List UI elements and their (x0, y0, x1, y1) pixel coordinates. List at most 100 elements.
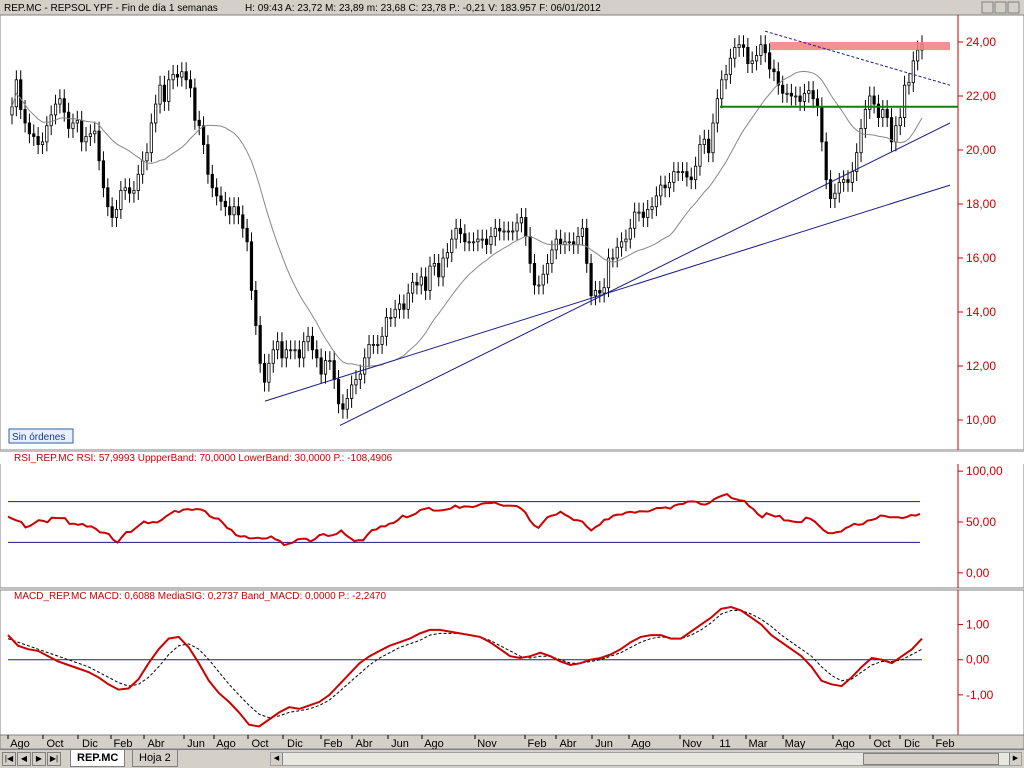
candle-body (750, 60, 754, 65)
candle-body (802, 92, 807, 102)
candle-body (641, 211, 645, 218)
price-tick-label: 20,00 (966, 143, 996, 157)
candle-body (302, 341, 306, 359)
candle-body (328, 360, 332, 363)
candle-body (485, 238, 489, 245)
candle-body (106, 187, 110, 208)
first-sheet-button[interactable]: |◀ (2, 752, 16, 766)
candle-body (506, 230, 510, 233)
candle-body (811, 90, 815, 100)
window-controls[interactable] (981, 1, 1020, 14)
candle-body (611, 257, 615, 260)
candle-body (354, 379, 358, 386)
candle-body (419, 276, 423, 286)
candle-body (776, 71, 780, 86)
candle-body (559, 238, 563, 245)
rsi-tick-label: 100,00 (966, 464, 1003, 478)
candle-body (71, 122, 75, 129)
candle-body (833, 192, 837, 199)
candle-body (393, 308, 397, 318)
candle-body (271, 349, 275, 364)
candle-body (567, 241, 571, 244)
chart-canvas: REP.MC - REPSOL YPF - Fin de día 1 seman… (0, 0, 1024, 749)
candle-body (863, 109, 867, 129)
candle-body (458, 227, 463, 235)
x-tick-label: Feb (936, 738, 955, 749)
candle-body (389, 316, 393, 319)
candle-body (541, 273, 545, 286)
candle-body (489, 235, 493, 245)
candle-body (350, 384, 354, 399)
candle-body (602, 287, 606, 294)
candle-body (219, 195, 223, 202)
macd-tick-label: 0,00 (966, 653, 990, 667)
candle-body (10, 106, 14, 116)
candle-body (84, 136, 88, 143)
candle-body (659, 184, 663, 197)
trendline-resistance (764, 30, 951, 86)
candle-body (136, 173, 140, 191)
candle-body (720, 79, 724, 100)
x-tick-label: Abr (355, 738, 372, 749)
horizontal-scrollbar[interactable]: ◀ ▶ (270, 752, 1022, 766)
candle-body (49, 114, 53, 127)
last-sheet-button[interactable]: ▶| (47, 752, 61, 766)
candle-body (741, 44, 746, 48)
candle-body (580, 227, 584, 237)
x-tick-label: Jun (187, 738, 205, 749)
prev-sheet-button[interactable]: ◀ (17, 752, 31, 766)
price-panel-frame (0, 14, 959, 451)
candle-body (162, 84, 166, 102)
candle-body (245, 227, 249, 243)
trendline-upper (339, 122, 951, 426)
candle-body (633, 211, 637, 229)
sheet-tab-rep[interactable]: REP.MC (70, 750, 126, 767)
candle-body (132, 190, 136, 194)
x-tick-label: Dic (904, 738, 920, 749)
sheet-tab-hoja2[interactable]: Hoja 2 (132, 750, 178, 767)
candle-body (898, 117, 902, 127)
candle-body (167, 79, 171, 102)
next-sheet-button[interactable]: ▶ (32, 752, 46, 766)
candle-body (598, 289, 602, 294)
resistance-band (770, 42, 950, 51)
scroll-left-arrow-icon[interactable]: ◀ (271, 753, 283, 765)
candle-body (127, 187, 132, 194)
candle-body (341, 403, 345, 410)
candle-body (201, 125, 206, 145)
title-bar (0, 0, 1024, 15)
candle-body (345, 397, 349, 410)
candle-body (824, 141, 828, 181)
candle-body (276, 341, 280, 351)
x-tick-label: Dic (82, 738, 98, 749)
candle-body (415, 281, 419, 286)
candle-body (637, 211, 641, 214)
candle-body (545, 262, 550, 275)
candle-body (158, 84, 162, 105)
rsi-panel-frame (0, 451, 959, 589)
candle-body (297, 349, 301, 359)
candle-body (528, 235, 532, 264)
candle-body (249, 241, 254, 291)
candle-body (889, 117, 894, 143)
candle-body (193, 87, 197, 121)
candle-body (210, 173, 214, 189)
price-tick-label: 10,00 (966, 413, 996, 427)
candle-body (902, 84, 907, 118)
scroll-thumb[interactable] (863, 753, 999, 765)
scroll-right-arrow-icon[interactable]: ▶ (1009, 753, 1021, 765)
candle-body (724, 74, 728, 81)
price-tick-label: 24,00 (966, 35, 996, 49)
candle-body (236, 206, 241, 216)
x-tick-label: Jun (391, 738, 409, 749)
candle-body (380, 335, 384, 345)
candle-body (306, 335, 310, 343)
candle-body (371, 343, 375, 346)
price-tick-label: 16,00 (966, 251, 996, 265)
x-tick-label: Oct (873, 738, 890, 749)
candle-body (789, 92, 793, 97)
x-tick-label: Nov (682, 738, 702, 749)
candle-body (284, 349, 288, 359)
candle-body (450, 238, 454, 254)
